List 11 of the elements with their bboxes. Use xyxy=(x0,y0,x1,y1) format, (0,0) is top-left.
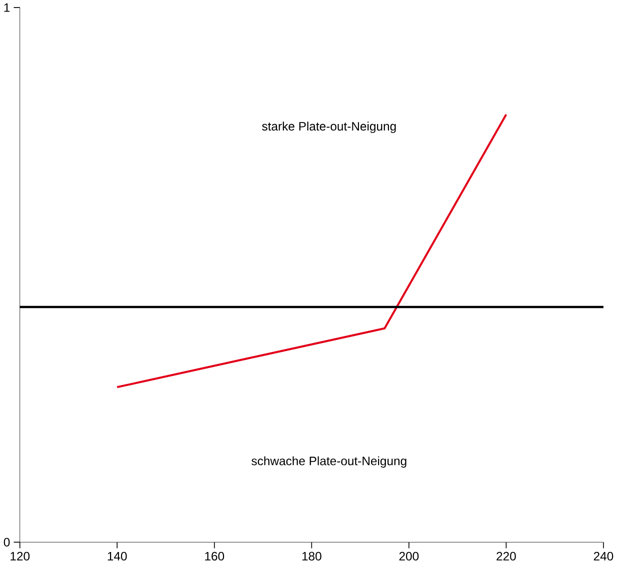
y-tick-label: 1 xyxy=(4,3,10,12)
annotation: schwache Plate-out-Neigung xyxy=(252,456,406,468)
x-tick-label: 180 xyxy=(302,552,322,561)
x-tick-label: 120 xyxy=(10,552,30,561)
x-tick-label: 240 xyxy=(594,552,614,561)
x-tick-label: 220 xyxy=(496,552,516,561)
x-tick-label: 140 xyxy=(108,552,127,561)
x-tick-label: 200 xyxy=(399,552,419,561)
x-tick-label: 160 xyxy=(205,552,224,561)
y-tick-label: 0 xyxy=(4,538,10,547)
annotation: starke Plate-out-Neigung xyxy=(262,122,396,134)
